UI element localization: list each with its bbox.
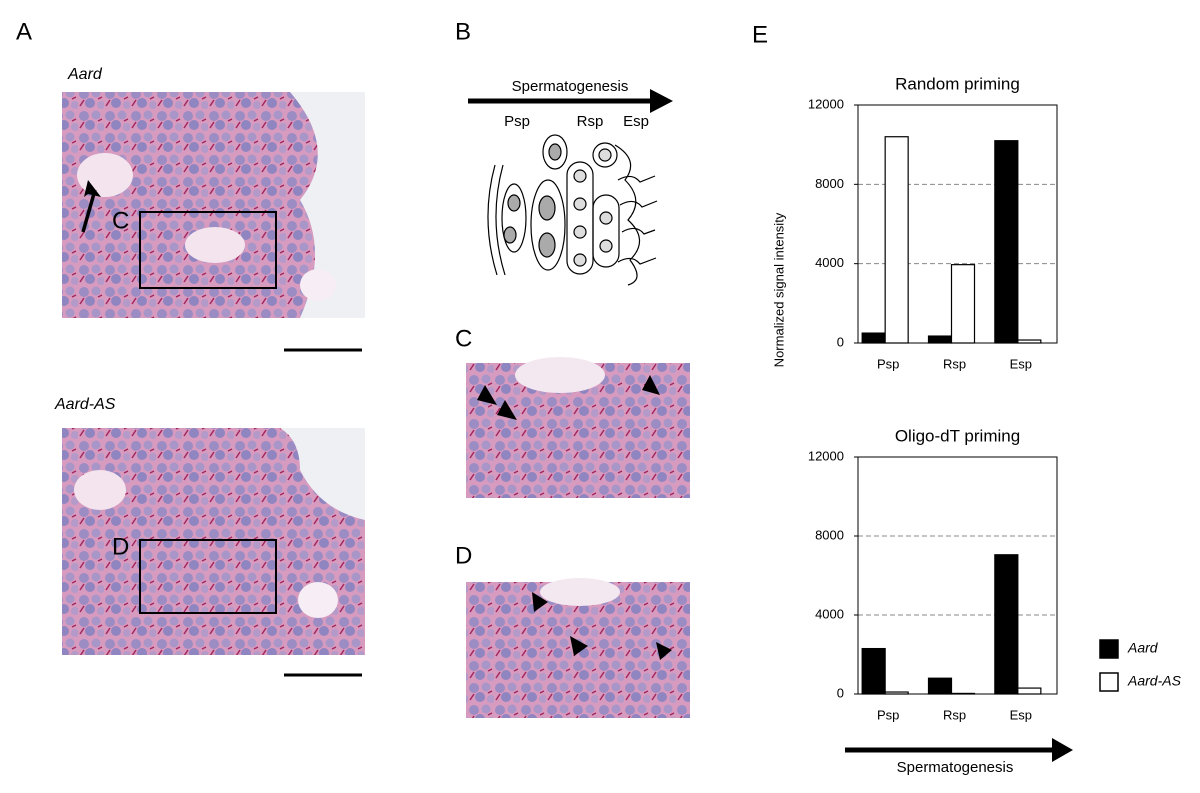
x-tick-label: Esp [1010,707,1032,722]
stage-label: Esp [623,113,649,130]
arrow-head [650,89,673,113]
stage-label: Rsp [577,113,604,130]
cell-diagram [487,134,658,286]
panel-label: C [455,325,472,352]
bar [861,647,886,695]
y-tick-label: 4000 [815,255,844,270]
panel-label: B [455,18,471,45]
x-tick-label: Psp [877,356,899,371]
bar [994,140,1019,344]
arrow-head [1052,738,1073,762]
legend-label: Aard [1127,640,1159,656]
x-tick-label: Rsp [943,356,966,371]
y-tick-label: 8000 [815,527,844,542]
y-tick-label: 8000 [815,176,844,191]
bar [861,332,886,344]
inset-label: C [112,207,129,234]
x-tick-label: Esp [1010,356,1032,371]
bar [1017,687,1042,695]
bar [994,554,1019,695]
arrow-label: Spermatogenesis [512,78,629,95]
y-tick-label: 0 [837,685,844,700]
stage-label: Psp [504,113,530,130]
legend-label: Aard-AS [1127,673,1182,689]
y-tick-label: 12000 [808,96,844,111]
bar [927,677,953,695]
bar [884,136,909,344]
chart-title: Random priming [895,74,1020,93]
plot-frame [857,456,1058,695]
arrow-label: Spermatogenesis [897,759,1014,776]
panel-label: E [752,21,768,48]
y-axis-label: Normalized signal intensity [771,212,786,367]
y-tick-label: 4000 [815,606,844,621]
inset-label: D [112,533,129,560]
micrograph [62,428,365,655]
y-tick-label: 12000 [808,448,844,463]
micrograph [62,92,365,318]
panel-label: A [16,18,32,45]
y-tick-label: 0 [837,334,844,349]
legend-swatch [1099,639,1119,659]
plot-frame [857,104,1058,344]
micrograph [466,357,690,498]
bar [950,264,976,344]
image-title: Aard [67,66,103,83]
x-tick-label: Rsp [943,707,966,722]
image-title: Aard-AS [54,396,116,413]
chart-title: Oligo-dT priming [895,426,1020,445]
bar [927,335,953,344]
x-tick-label: Psp [877,707,899,722]
micrograph [466,578,690,718]
panel-label: D [455,542,472,569]
legend-swatch [1099,672,1119,692]
